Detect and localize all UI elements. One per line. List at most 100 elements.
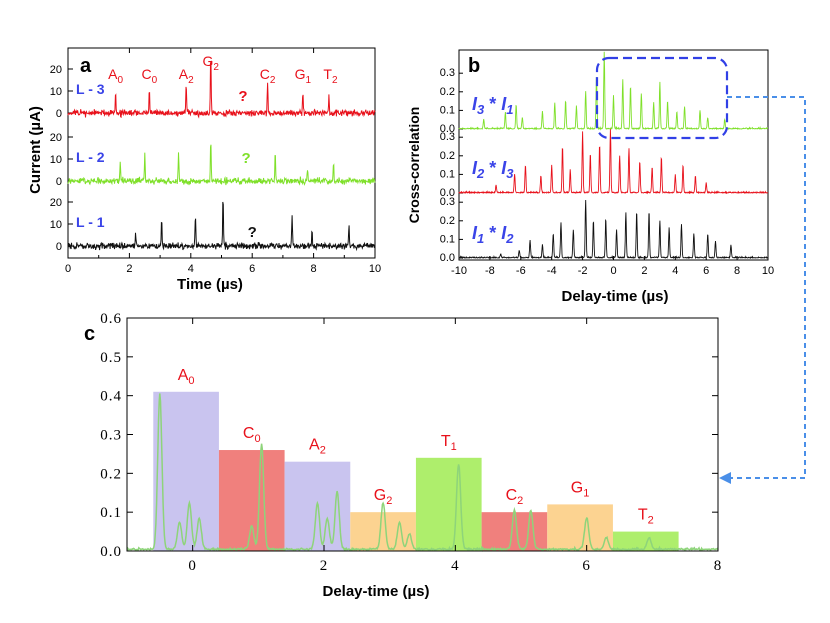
series-label-b: I bbox=[501, 223, 507, 243]
panel-b-y-tick-label: 0.2 bbox=[440, 215, 455, 227]
panel-b-y-tick-label: 0.3 bbox=[440, 67, 455, 79]
panel-b-x-tick-label: -4 bbox=[547, 265, 557, 277]
panel-b-y-tick-label: 0.3 bbox=[440, 196, 455, 208]
panel-b-x-tick-label: -10 bbox=[451, 265, 467, 277]
panel-b-x-tick-label: 2 bbox=[641, 265, 647, 277]
series-label-b: I bbox=[501, 94, 507, 114]
panel-a-y-tick-label: 20 bbox=[50, 132, 62, 144]
bar-label: C0 bbox=[243, 425, 261, 445]
bar-label-sub: 2 bbox=[648, 515, 654, 527]
bar-label-main: T bbox=[441, 433, 451, 450]
bar-g2 bbox=[350, 512, 416, 551]
panel-a-y-tick-label: 20 bbox=[50, 197, 62, 209]
panel-a-trace-label: L - 1 bbox=[76, 214, 105, 230]
panel-b-label: b bbox=[468, 55, 480, 77]
panel-a-peak-label-sub: 1 bbox=[306, 75, 312, 86]
panel-b-x-tick-label: -6 bbox=[516, 265, 526, 277]
series-label-b-sub: 2 bbox=[505, 231, 514, 246]
bar-label: C2 bbox=[506, 487, 524, 507]
panel-a-x-tick-label: 6 bbox=[249, 263, 255, 275]
panel-a-x-axis-label: Time (µs) bbox=[177, 276, 243, 293]
bar-label: T1 bbox=[441, 433, 457, 453]
bar-label-main: G bbox=[571, 479, 583, 496]
panel-b-x-tick-label: 6 bbox=[703, 265, 709, 277]
series-label-a-sub: 1 bbox=[477, 231, 484, 246]
panel-c-x-tick-label: 2 bbox=[320, 558, 329, 574]
panel-a-y-tick-label: 10 bbox=[50, 154, 62, 166]
bar-label-main: G bbox=[374, 487, 386, 504]
arrow-head bbox=[719, 472, 731, 484]
panel-b-y-tick-label: 0.0 bbox=[440, 187, 455, 199]
panel-a-trace-green bbox=[67, 144, 376, 186]
series-label-a: I bbox=[472, 94, 478, 114]
panel-a-unknown-mark: ? bbox=[238, 88, 247, 105]
series-label-star: * bbox=[484, 223, 501, 243]
panel-b-y-tick-label: 0.2 bbox=[440, 150, 455, 162]
panel-b-x-tick-label: 10 bbox=[762, 265, 774, 277]
panel-c-x-tick-label: 6 bbox=[582, 558, 591, 574]
panel-a-peak-label: C2 bbox=[260, 66, 276, 86]
bar-label-main: C bbox=[243, 425, 255, 442]
bar-g1 bbox=[547, 504, 613, 551]
bar-label: G1 bbox=[571, 479, 590, 499]
panel-b-y-tick-label: 0.0 bbox=[440, 123, 455, 135]
panel-b-series-label: I3 * I1 bbox=[472, 94, 514, 117]
panel-a-peak-label-main: T bbox=[323, 66, 332, 82]
panel-b-y-axis-label: Cross-correlation bbox=[406, 107, 422, 224]
panel-c-y-tick-label: 0.5 bbox=[100, 350, 122, 366]
panel-a-x-tick-label: 10 bbox=[369, 263, 381, 275]
panel-c-y-tick-label: 0.6 bbox=[100, 311, 122, 327]
panel-a-y-tick-label: 0 bbox=[56, 241, 62, 253]
bar-label: T2 bbox=[638, 507, 654, 527]
panel-c-x-axis-label: Delay-time (µs) bbox=[322, 583, 429, 600]
panel-a-peak-label: A2 bbox=[179, 66, 194, 86]
series-label-a: I bbox=[472, 223, 478, 243]
bar-label-main: A bbox=[178, 367, 189, 384]
panel-a-peak-label: G2 bbox=[203, 53, 220, 73]
bar-label-sub: 0 bbox=[254, 433, 260, 445]
panel-b-y-tick-label: 0.1 bbox=[440, 233, 455, 245]
bar-label-main: T bbox=[638, 507, 648, 524]
panel-a-unknown-mark: ? bbox=[248, 224, 257, 241]
panel-a-peak-label: G1 bbox=[295, 66, 312, 86]
panel-b-x-tick-label: -8 bbox=[485, 265, 495, 277]
panel-c-trace bbox=[126, 393, 719, 552]
panel-a-peak-label-main: A bbox=[108, 66, 118, 82]
panel-b-x-axis-label: Delay-time (µs) bbox=[561, 288, 668, 305]
panel-a-y-tick-label: 10 bbox=[50, 86, 62, 98]
panel-a-peak-label-sub: 0 bbox=[152, 75, 158, 86]
panel-b-plot-area: -10 -8 -6 -4 -2 0 2 4 6 8 100.00.10.20.3I3 * I10.0… bbox=[440, 49, 774, 277]
panel-a-trace-label: L - 3 bbox=[76, 81, 105, 97]
panel-c-y-tick-label: 0.3 bbox=[100, 428, 122, 444]
bar-label-sub: 2 bbox=[320, 445, 326, 457]
panel-a-peak-label: C0 bbox=[142, 66, 158, 86]
bar-t2 bbox=[612, 531, 679, 551]
series-label-b-sub: 1 bbox=[506, 102, 513, 117]
panel-a-peak-label-main: A bbox=[179, 66, 189, 82]
panel-a-peak-label-main: C bbox=[142, 66, 152, 82]
panel-a-peak-label-main: G bbox=[203, 53, 214, 69]
bar-label: A0 bbox=[178, 367, 195, 387]
panel-c-y-tick-label: 0.1 bbox=[100, 505, 122, 521]
series-label-a-sub: 2 bbox=[476, 166, 485, 181]
bar-c0 bbox=[218, 450, 285, 551]
highlight-box bbox=[595, 56, 729, 140]
bar-label-main: C bbox=[506, 487, 518, 504]
panel-b-trace-green bbox=[458, 51, 769, 131]
panel-b-x-tick-label: 0 bbox=[610, 265, 616, 277]
panel-a-trace-red bbox=[67, 60, 376, 119]
panel-a-peak-label-sub: 2 bbox=[213, 62, 219, 73]
panel-b-series-label: I2 * I3 bbox=[472, 158, 514, 181]
panel-b-y-tick-label: 0.2 bbox=[440, 86, 455, 98]
panel-c-x-tick-label: 8 bbox=[714, 558, 723, 574]
panel-a-y-tick-label: 20 bbox=[50, 64, 62, 76]
panel-a-x-tick-label: 2 bbox=[126, 263, 132, 275]
panel-a-y-tick-label: 0 bbox=[56, 176, 62, 188]
panel-c-y-tick-label: 0.2 bbox=[100, 466, 122, 482]
panel-b-x-tick-label: 8 bbox=[734, 265, 740, 277]
panel-b-x-tick-label: -2 bbox=[578, 265, 588, 277]
series-label-a: I bbox=[472, 158, 478, 178]
